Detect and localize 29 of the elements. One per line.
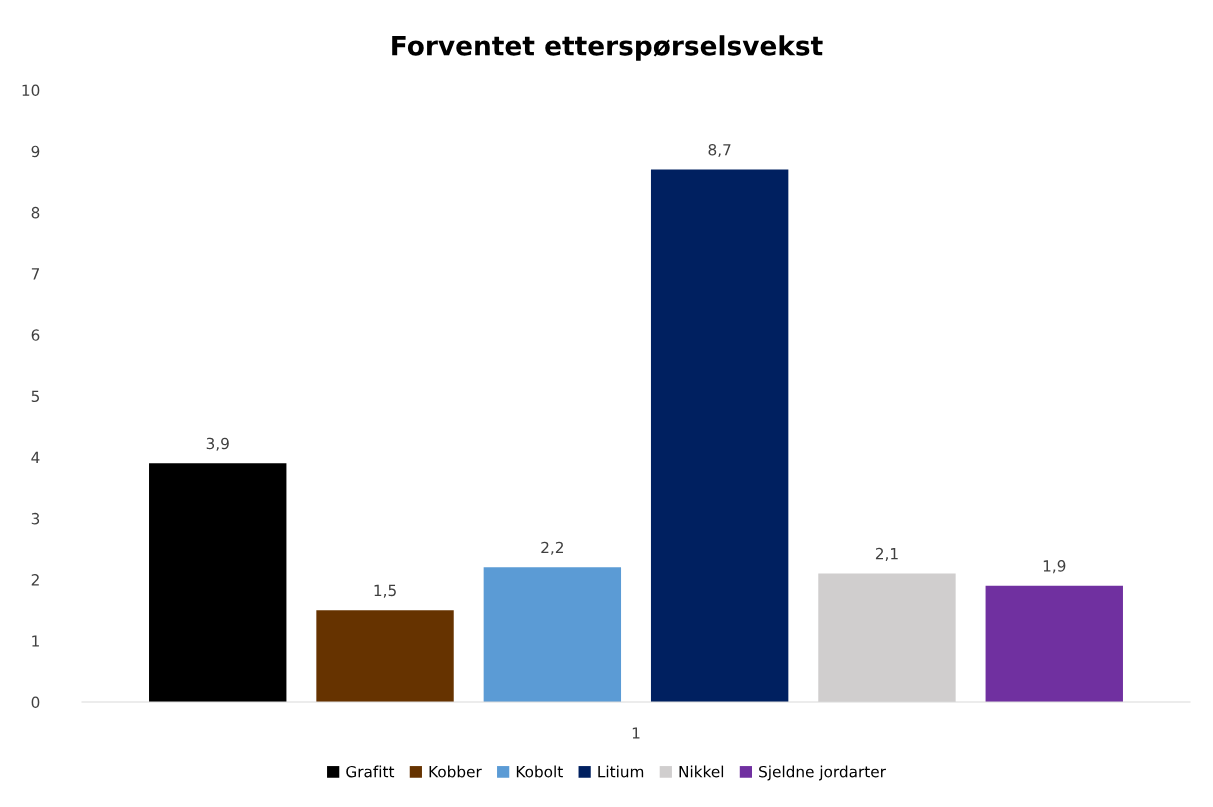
y-tick-label: 9 (31, 145, 40, 158)
y-tick-label: 5 (31, 390, 39, 403)
legend-label: Kobber (429, 765, 482, 778)
bar (316, 610, 454, 702)
data-label: 1,9 (1043, 560, 1066, 574)
y-tick-label: 4 (31, 451, 40, 463)
y-tick-label: 6 (31, 329, 40, 341)
data-label: 3,9 (206, 437, 229, 451)
legend-label: Nikkel (679, 765, 724, 778)
y-tick-label: 0 (31, 696, 40, 709)
y-tick-label: 10 (22, 84, 40, 97)
data-label: 2,1 (875, 547, 898, 561)
bar (483, 567, 622, 702)
bar (650, 169, 789, 702)
chart-title: Forventet etterspørselsvekst (392, 35, 823, 61)
y-tick-label: 8 (31, 206, 40, 219)
bar (985, 585, 1123, 702)
y-tick-label: 1 (32, 635, 39, 647)
y-tick-label: 7 (31, 268, 40, 280)
bar (149, 463, 287, 702)
legend-label: Litium (598, 765, 644, 778)
y-tick-label: 2 (31, 574, 39, 586)
legend-label: Sjeldne jordarter (759, 765, 886, 781)
legend-label: Kobolt (516, 765, 563, 778)
y-tick-label: 3 (31, 512, 40, 525)
data-label: 2,2 (541, 541, 563, 555)
data-label: 1,5 (374, 584, 396, 598)
data-label: 8,7 (708, 143, 731, 158)
legend-label: Grafitt (346, 765, 395, 778)
